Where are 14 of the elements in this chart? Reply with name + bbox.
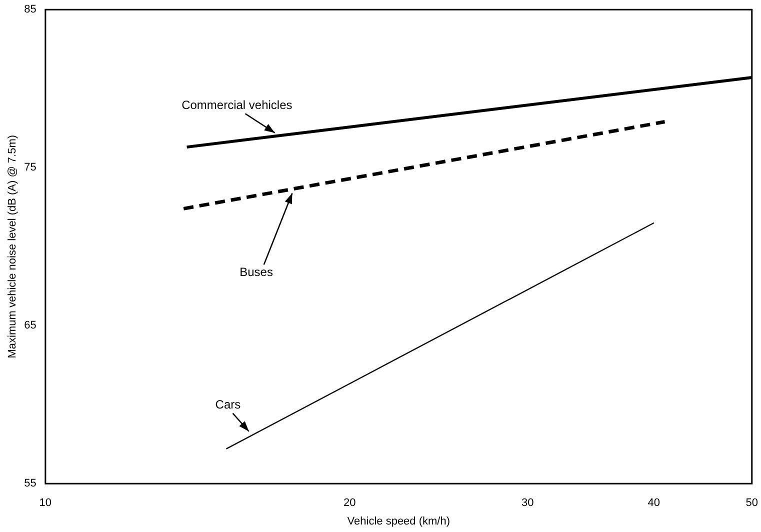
y-tick-label: 65 [24, 320, 36, 332]
y-tick-label: 85 [24, 4, 36, 16]
x-tick-label: 10 [39, 497, 52, 510]
x-tick-label: 40 [648, 497, 660, 510]
x-tick-label: 20 [344, 497, 356, 510]
text: Cars [215, 398, 241, 412]
x-axis-title: Vehicle speed (km/h) [347, 515, 450, 528]
text: Buses [240, 265, 273, 280]
y-tick-label: 75 [24, 162, 36, 174]
series-label: Commercial vehicles [182, 98, 292, 112]
x-tick-label: 50 [746, 497, 758, 510]
x-tick-label: 30 [522, 497, 534, 510]
y-tick-label: 55 [24, 478, 36, 490]
y-axis-title: Maximum vehicle noise level (dB (A) @ 7.5m) [6, 134, 19, 358]
